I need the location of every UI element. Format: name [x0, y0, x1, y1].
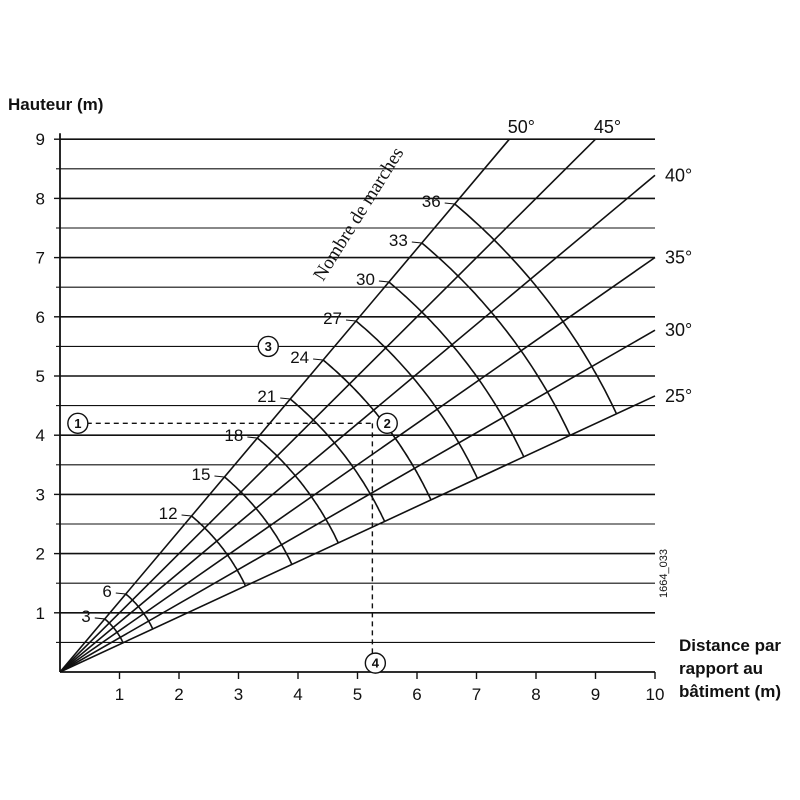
- y-tick-label: 7: [36, 249, 45, 268]
- y-tick-label: 6: [36, 308, 45, 327]
- step-label-leader: [411, 241, 422, 244]
- angle-label: 40°: [665, 165, 692, 185]
- x-axis-title-line-3: bâtiment (m): [679, 682, 781, 701]
- step-arc: [355, 320, 479, 479]
- angle-line: [59, 256, 656, 673]
- x-tick-label: 8: [531, 685, 540, 704]
- x-axis-title-line-1: Distance par: [679, 636, 781, 655]
- step-arc: [289, 398, 386, 522]
- step-arc: [256, 437, 340, 544]
- step-arc: [223, 476, 293, 565]
- example-marker-circle: [376, 412, 398, 435]
- x-tick-label: 9: [591, 685, 600, 704]
- step-label: 3: [81, 607, 90, 626]
- x-tick-label: 4: [293, 685, 302, 704]
- step-label-leader: [94, 617, 105, 620]
- example-marker-label: 2: [384, 416, 391, 431]
- example-marker-label: 4: [372, 656, 380, 671]
- example-step-arc: [322, 359, 423, 482]
- step-label: 18: [224, 426, 243, 445]
- y-tick-label: 1: [36, 604, 45, 623]
- figure-code: 1664_033: [658, 549, 670, 598]
- step-label: 27: [323, 309, 342, 328]
- x-tick-label: 10: [646, 685, 665, 704]
- angle-line: [59, 138, 510, 673]
- y-tick-label: 3: [36, 485, 45, 504]
- angle-label: 35°: [665, 247, 692, 267]
- y-tick-label: 5: [36, 367, 45, 386]
- angle-label: 30°: [665, 320, 692, 340]
- y-tick-label: 9: [36, 130, 45, 149]
- example-marker-circle: [257, 335, 279, 358]
- x-tick-label: 6: [412, 685, 421, 704]
- angle-label: 25°: [665, 386, 692, 406]
- y-tick-label: 8: [36, 189, 45, 208]
- angle-label: 50°: [508, 117, 535, 137]
- angle-line: [59, 395, 656, 673]
- step-label: 6: [102, 582, 111, 601]
- x-tick-label: 3: [234, 685, 243, 704]
- step-label: 12: [159, 504, 178, 523]
- step-arc: [388, 281, 525, 458]
- step-arc: [104, 618, 124, 644]
- step-label-leader: [115, 592, 126, 595]
- step-label: 30: [356, 270, 375, 289]
- x-axis-title-line-2: rapport au: [679, 659, 763, 678]
- angle-label: 45°: [594, 117, 621, 137]
- step-label-leader: [280, 397, 291, 400]
- step-arc: [191, 515, 247, 587]
- example-marker-circle: [364, 652, 387, 674]
- y-axis-title: Hauteur (m): [8, 95, 103, 114]
- step-label-leader: [181, 514, 192, 517]
- step-label: 36: [422, 192, 441, 211]
- step-label: 15: [192, 465, 211, 484]
- x-tick-label: 1: [115, 685, 124, 704]
- y-tick-label: 2: [36, 545, 45, 564]
- step-arc: [421, 242, 571, 436]
- steps-title: Nombre de marches: [309, 144, 408, 285]
- example-path: 1 234: [67, 335, 423, 674]
- example-marker-circle: [67, 412, 89, 435]
- x-tick-label: 2: [174, 685, 183, 704]
- step-label-leader: [247, 436, 258, 439]
- step-label: 24: [290, 348, 309, 367]
- step-label: 21: [257, 387, 276, 406]
- step-label-leader: [214, 475, 225, 478]
- y-tick-label: 4: [36, 426, 45, 445]
- example-marker-label: 3: [265, 339, 272, 354]
- step-label: 33: [389, 231, 408, 250]
- step-arc: [125, 593, 154, 630]
- x-tick-label: 7: [472, 685, 481, 704]
- step-label-leader: [313, 358, 324, 361]
- x-tick-label: 5: [353, 685, 362, 704]
- step-label-leader: [378, 280, 389, 283]
- step-arc: [454, 203, 618, 415]
- angle-line: [59, 329, 656, 673]
- step-label-leader: [444, 202, 455, 205]
- angle-line: [59, 138, 597, 673]
- step-label-leader: [345, 319, 357, 322]
- example-marker-label: 1: [74, 416, 81, 431]
